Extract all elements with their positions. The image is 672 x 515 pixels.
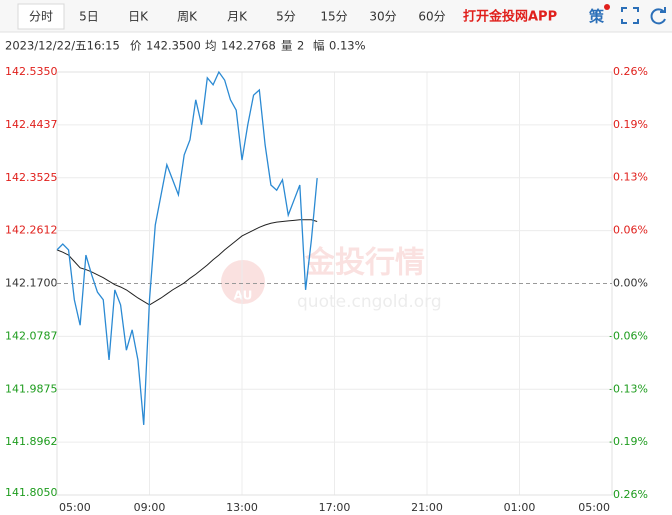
- info-label: 均: [205, 39, 217, 53]
- y2-tick-label: 0.06%: [613, 224, 648, 237]
- y2-tick-label: -0.26%: [609, 488, 648, 501]
- watermark-logo: AU: [234, 289, 253, 303]
- y2-tick-label: -0.06%: [609, 329, 648, 342]
- y-tick-label: 141.8962: [5, 435, 58, 448]
- y2-tick-label: -0.13%: [609, 382, 648, 395]
- y-tick-label: 142.4437: [5, 118, 58, 131]
- app-link[interactable]: 打开金投网APP: [463, 9, 557, 25]
- info-value: 142.3500: [146, 39, 201, 53]
- y2-tick-label: 0.00%: [613, 277, 648, 290]
- y-tick-label: 142.5350: [5, 65, 58, 78]
- watermark-url: quote.cngold.org: [297, 292, 442, 312]
- watermark-logo-bg: [221, 260, 265, 304]
- tab[interactable]: 周K: [177, 10, 198, 24]
- tab[interactable]: 5日: [79, 10, 99, 24]
- y-tick-label: 141.9875: [5, 382, 58, 395]
- tab[interactable]: 30分: [369, 10, 396, 24]
- price-line: [56, 70, 318, 425]
- y2-tick-label: 0.19%: [613, 118, 648, 131]
- x-tick-label: 17:00: [319, 501, 351, 514]
- info-label: 价: [130, 39, 142, 53]
- info-value: 2: [297, 39, 304, 53]
- y-tick-label: 142.2612: [5, 224, 58, 237]
- tab[interactable]: 日K: [128, 10, 149, 24]
- info-label: 量: [281, 39, 293, 53]
- tab[interactable]: 分时: [29, 10, 53, 24]
- y-tick-label: 141.8050: [5, 486, 58, 499]
- refresh-icon[interactable]: [650, 7, 666, 25]
- badge-dot: [604, 4, 610, 10]
- y2-tick-label: -0.19%: [609, 435, 648, 448]
- tab[interactable]: 月K: [227, 10, 248, 24]
- fullscreen-icon[interactable]: [621, 7, 639, 24]
- y-tick-label: 142.0787: [5, 329, 58, 342]
- average-line: [56, 219, 318, 306]
- y2-tick-label: 0.13%: [613, 171, 648, 184]
- info-value: 0.13%: [329, 39, 366, 53]
- tab[interactable]: 15分: [320, 10, 347, 24]
- y-tick-label: 142.1700: [5, 277, 58, 290]
- active-tab: [17, 3, 65, 30]
- x-tick-label: 09:00: [134, 501, 166, 514]
- x-tick-label: 05:00: [59, 501, 91, 514]
- watermark: AU 金投行情 quote.cngold.org: [221, 246, 442, 312]
- y2-tick-label: 0.26%: [613, 65, 648, 78]
- info-line: 2023/12/22/五16:15 价 142.3500 均 142.2768 …: [5, 39, 366, 53]
- info-datetime: 2023/12/22/五16:15: [5, 39, 120, 53]
- info-value: 142.2768: [221, 39, 276, 53]
- y-tick-label: 142.3525: [5, 171, 58, 184]
- watermark-text: 金投行情: [304, 246, 425, 281]
- strategy-button[interactable]: 策: [588, 8, 605, 26]
- x-tick-label: 01:00: [504, 501, 536, 514]
- tab[interactable]: 5分: [276, 10, 296, 24]
- x-tick-label: 05:00: [578, 501, 610, 514]
- toolbar: [0, 0, 672, 32]
- x-tick-label: 21:00: [411, 501, 443, 514]
- x-tick-label: 13:00: [226, 501, 258, 514]
- info-label: 幅: [313, 39, 325, 53]
- tab[interactable]: 60分: [418, 10, 445, 24]
